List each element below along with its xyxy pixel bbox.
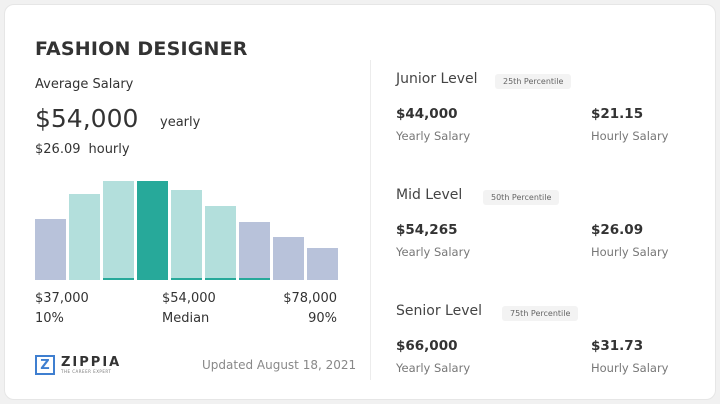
salary-card: FASHION DESIGNER Average Salary $54,000 … bbox=[4, 4, 716, 400]
average-hourly-value: $26.09 bbox=[35, 142, 81, 157]
yearly-salary-value: $44,000 bbox=[396, 106, 458, 122]
hourly-salary-value: $26.09 bbox=[591, 222, 644, 238]
logo-tagline: THE CAREER EXPERT bbox=[61, 369, 112, 374]
yearly-unit: yearly bbox=[160, 115, 201, 130]
average-hourly: $26.09 hourly bbox=[35, 142, 130, 157]
salary-histogram bbox=[35, 165, 340, 280]
logo-name: ZIPPIA bbox=[61, 355, 122, 370]
level-name: Junior Level bbox=[396, 71, 478, 87]
yearly-salary-label: Yearly Salary bbox=[396, 361, 471, 375]
histogram-bar bbox=[205, 206, 236, 280]
histogram-bar bbox=[273, 237, 304, 280]
tick-label-high: $78,000 bbox=[283, 291, 337, 306]
updated-date: Updated August 18, 2021 bbox=[202, 358, 357, 372]
yearly-salary-label: Yearly Salary bbox=[396, 245, 471, 259]
bar-underline bbox=[171, 278, 202, 280]
level-name: Mid Level bbox=[396, 187, 463, 203]
yearly-salary-value: $54,265 bbox=[396, 222, 458, 238]
bar-underline bbox=[103, 278, 134, 280]
tick-label-median: $54,000 bbox=[162, 291, 216, 306]
hourly-unit: hourly bbox=[88, 142, 130, 157]
hourly-salary-label: Hourly Salary bbox=[591, 361, 669, 375]
hourly-salary-label: Hourly Salary bbox=[591, 129, 669, 143]
average-yearly-value: $54,000 bbox=[35, 104, 139, 133]
hourly-salary-value: $21.15 bbox=[591, 106, 644, 122]
zippia-logo-icon: Z bbox=[35, 355, 55, 375]
histogram-bar bbox=[103, 181, 134, 280]
percentile-badge: 50th Percentile bbox=[483, 190, 560, 205]
bar-underline bbox=[239, 278, 270, 280]
yearly-salary-value: $66,000 bbox=[396, 338, 458, 354]
tick-label-low: $37,000 bbox=[35, 291, 89, 306]
level-name: Senior Level bbox=[396, 303, 482, 319]
page-title: FASHION DESIGNER bbox=[35, 38, 248, 60]
histogram-bar bbox=[69, 194, 100, 280]
hourly-salary-label: Hourly Salary bbox=[591, 245, 669, 259]
percentile-badge: 25th Percentile bbox=[495, 74, 572, 89]
percentile-badge: 75th Percentile bbox=[502, 306, 579, 321]
histogram-bar bbox=[35, 219, 66, 280]
pct-label-low: 10% bbox=[35, 311, 64, 326]
histogram-bar bbox=[239, 222, 270, 280]
histogram-bar bbox=[307, 248, 338, 280]
histogram-bar bbox=[171, 190, 202, 280]
zippia-logo[interactable]: Z ZIPPIA THE CAREER EXPERT bbox=[35, 355, 121, 375]
histogram-bar bbox=[137, 181, 168, 280]
divider bbox=[370, 60, 371, 380]
bar-underline bbox=[205, 278, 236, 280]
pct-label-high: 90% bbox=[308, 311, 337, 326]
average-salary-label: Average Salary bbox=[35, 77, 134, 92]
hourly-salary-value: $31.73 bbox=[591, 338, 644, 354]
pct-label-median: Median bbox=[162, 311, 210, 326]
yearly-salary-label: Yearly Salary bbox=[396, 129, 471, 143]
